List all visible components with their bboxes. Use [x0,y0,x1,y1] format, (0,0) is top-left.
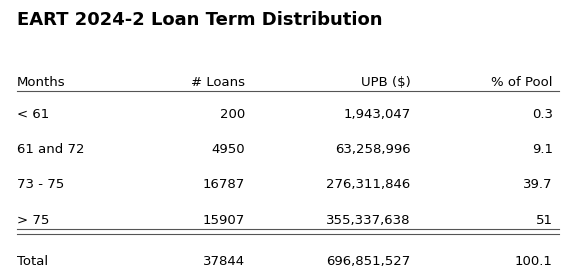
Text: 37844: 37844 [203,255,245,268]
Text: 696,851,527: 696,851,527 [326,255,410,268]
Text: 0.3: 0.3 [532,108,553,121]
Text: 16787: 16787 [203,178,245,191]
Text: 4950: 4950 [211,143,245,156]
Text: Months: Months [17,76,66,89]
Text: UPB ($): UPB ($) [361,76,410,89]
Text: 100.1: 100.1 [515,255,553,268]
Text: 61 and 72: 61 and 72 [17,143,84,156]
Text: 355,337,638: 355,337,638 [326,214,410,227]
Text: 15907: 15907 [203,214,245,227]
Text: < 61: < 61 [17,108,50,121]
Text: 39.7: 39.7 [523,178,553,191]
Text: 63,258,996: 63,258,996 [335,143,410,156]
Text: 9.1: 9.1 [532,143,553,156]
Text: 200: 200 [220,108,245,121]
Text: 1,943,047: 1,943,047 [343,108,410,121]
Text: 51: 51 [536,214,553,227]
Text: 276,311,846: 276,311,846 [326,178,410,191]
Text: Total: Total [17,255,48,268]
Text: 73 - 75: 73 - 75 [17,178,64,191]
Text: EART 2024-2 Loan Term Distribution: EART 2024-2 Loan Term Distribution [17,11,382,29]
Text: > 75: > 75 [17,214,50,227]
Text: % of Pool: % of Pool [491,76,553,89]
Text: # Loans: # Loans [191,76,245,89]
